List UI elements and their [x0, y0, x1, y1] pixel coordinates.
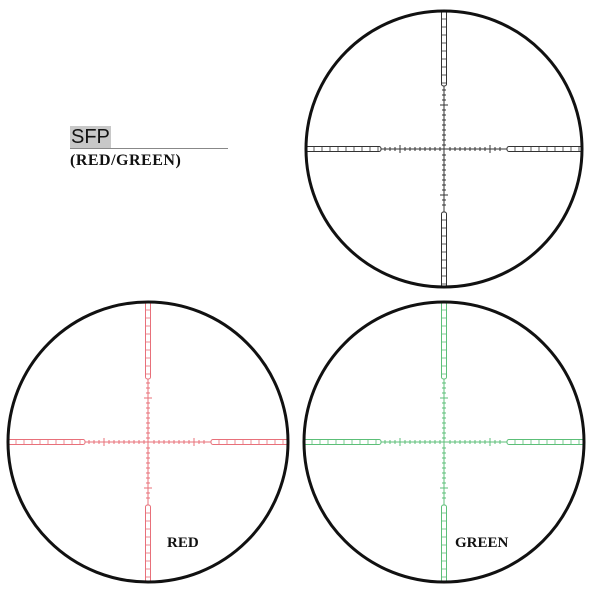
reticle-post: [145, 301, 151, 380]
reticle-post: [303, 439, 382, 445]
reticle-post: [441, 301, 447, 380]
scope-ring: [304, 9, 584, 289]
reticle-red: [6, 300, 290, 584]
red-label: RED: [167, 535, 199, 551]
scope-ring: [6, 300, 290, 584]
scope-ring: [302, 300, 586, 584]
reticle-black: [304, 9, 584, 289]
reticle-post: [441, 504, 447, 583]
reticle-post: [145, 504, 151, 583]
title-text: SFP: [70, 126, 111, 148]
reticle-post: [7, 439, 86, 445]
subtitle: (RED/GREEN): [70, 152, 182, 169]
title: SFP: [70, 126, 228, 149]
green-label: GREEN: [455, 535, 509, 551]
reticle-post: [210, 439, 289, 445]
reticle-green: [302, 300, 586, 584]
reticle-post: [506, 439, 585, 445]
